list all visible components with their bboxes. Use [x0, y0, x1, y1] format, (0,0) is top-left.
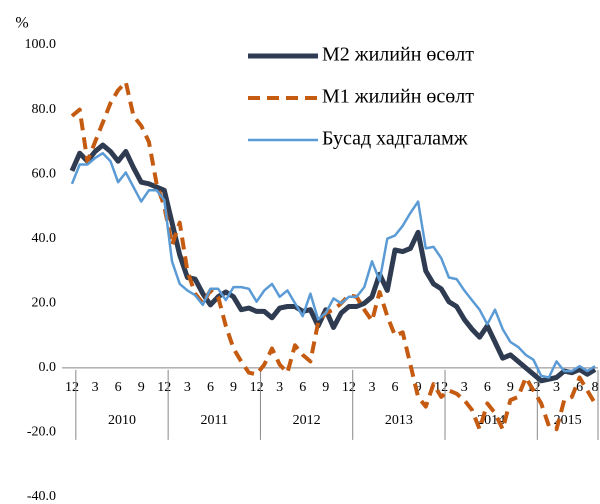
x-tick-label: 12	[157, 380, 171, 395]
y-tick-label: 60.0	[32, 166, 57, 181]
x-tick-label: 9	[507, 380, 514, 395]
series-line	[70, 151, 596, 379]
y-tick-label: 20.0	[32, 296, 57, 311]
x-tick-label: 9	[230, 380, 237, 395]
x-tick-label: 3	[276, 380, 283, 395]
year-label: 2012	[293, 413, 321, 428]
x-tick-label: 6	[115, 380, 122, 395]
x-tick-label: 12	[434, 380, 448, 395]
x-tick-label: 3	[184, 380, 191, 395]
year-label: 2013	[385, 413, 413, 428]
series-line	[70, 80, 597, 432]
y-tick-label: 80.0	[32, 102, 57, 117]
year-label: 2010	[108, 413, 136, 428]
x-tick-label: 6	[207, 380, 214, 395]
x-tick-label: 3	[92, 380, 99, 395]
x-tick-label: 12	[250, 380, 264, 395]
y-tick-label: 40.0	[32, 231, 57, 246]
legend-label: Бусад хадгаламж	[322, 128, 468, 150]
x-tick-label: 9	[322, 380, 329, 395]
y-tick-label: 0.0	[39, 360, 57, 375]
x-tick-label: 8	[592, 380, 599, 395]
x-tick-label: 12	[342, 380, 356, 395]
x-tick-label: 6	[299, 380, 306, 395]
series-line	[69, 142, 597, 384]
x-tick-label: 6	[392, 380, 399, 395]
x-tick-label: 3	[553, 380, 560, 395]
year-label: 2015	[554, 413, 582, 428]
x-tick-label: 9	[415, 380, 422, 395]
legend-label: M1 жилийн өсөлт	[322, 86, 474, 108]
x-tick-label: 12	[65, 380, 79, 395]
x-tick-label: 3	[461, 380, 468, 395]
y-tick-label: -40.0	[27, 489, 56, 504]
y-tick-label: 100.0	[25, 37, 57, 52]
x-tick-label: 9	[138, 380, 145, 395]
legend-label: M2 жилийн өсөлт	[322, 44, 474, 66]
year-label: 2011	[201, 413, 228, 428]
y-tick-label: -20.0	[27, 425, 56, 440]
x-tick-label: 6	[484, 380, 491, 395]
x-tick-label: 6	[576, 380, 583, 395]
y-axis-label: %	[15, 15, 28, 32]
x-tick-label: 3	[368, 380, 375, 395]
